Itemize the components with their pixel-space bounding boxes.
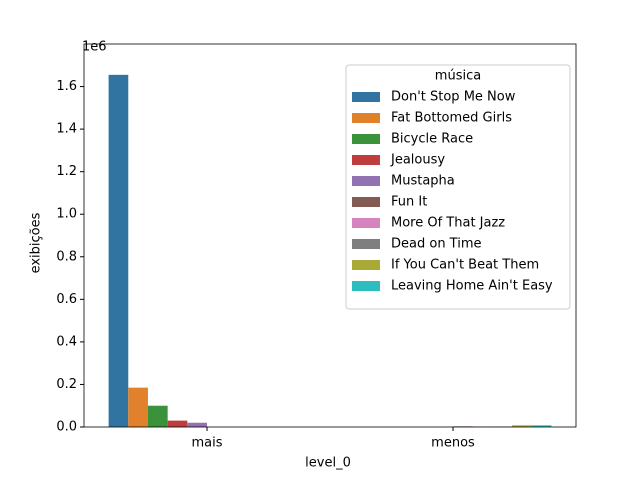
legend-label: Jealousy [390, 153, 445, 168]
y-tick-label: 0.6 [56, 292, 77, 307]
legend-label: Bicycle Race [391, 132, 473, 147]
bar [512, 425, 532, 427]
legend-swatch [352, 239, 380, 249]
legend-title: música [435, 69, 481, 84]
bar [531, 425, 552, 427]
y-tick-label: 0.2 [56, 377, 77, 392]
x-tick-label: menos [431, 436, 475, 451]
bar [167, 420, 188, 427]
y-tick-label: 0.4 [56, 334, 77, 349]
legend-swatch [352, 197, 380, 207]
legend-swatch [352, 92, 380, 102]
x-axis-label: level_0 [305, 456, 351, 471]
legend-swatch [352, 218, 380, 228]
legend-label: Fat Bottomed Girls [391, 111, 512, 126]
bar [108, 74, 129, 427]
legend-label: Fun It [391, 195, 427, 210]
legend-swatch [352, 113, 380, 123]
legend-swatch [352, 155, 380, 165]
plot-frame [83, 43, 577, 428]
legend-label: Mustapha [391, 174, 455, 189]
y-tick-label: 1.6 [56, 79, 77, 94]
y-axis-label: exibições [29, 212, 44, 273]
bar [187, 422, 207, 427]
legend-label: If You Can't Beat Them [391, 258, 539, 273]
y-tick-label: 0.8 [56, 249, 77, 264]
legend-label: More Of That Jazz [391, 216, 505, 231]
y-tick-label: 1.0 [56, 207, 77, 222]
legend-label: Dead on Time [391, 237, 482, 252]
legend-swatch [352, 134, 380, 144]
y-tick-label: 1.4 [56, 122, 77, 137]
x-tick-label: mais [191, 436, 222, 451]
y-tick-label: 1.2 [56, 164, 77, 179]
legend-swatch [352, 260, 380, 270]
legend-swatch [352, 281, 380, 291]
y-tick-label: 0.0 [56, 420, 77, 435]
legend-label: Don't Stop Me Now [391, 90, 516, 105]
y-offset-label: 1e6 [82, 40, 107, 55]
legend-swatch [352, 176, 380, 186]
legend-label: Leaving Home Ain't Easy [391, 279, 553, 294]
bar [147, 405, 168, 427]
legend-box [345, 64, 571, 310]
bar [128, 387, 148, 427]
